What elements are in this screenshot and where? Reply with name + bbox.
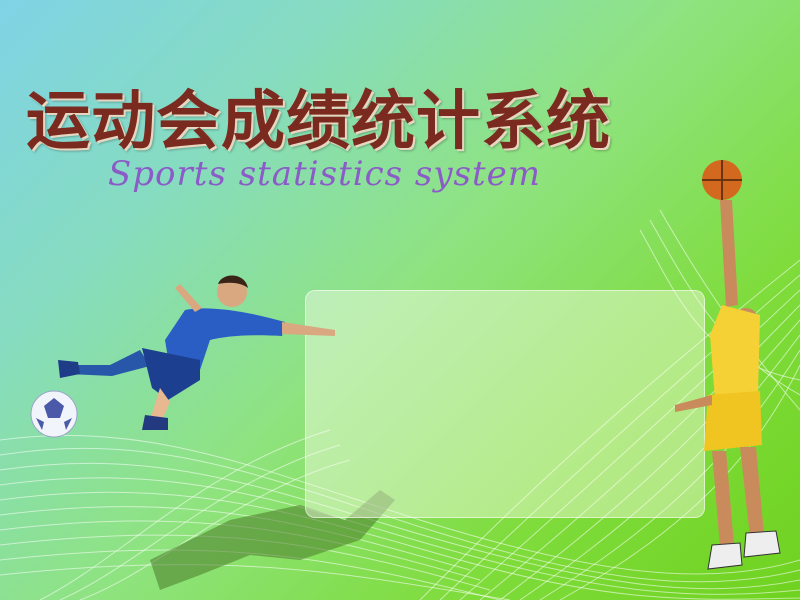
app-title: 运动会成绩统计系统 [26,85,611,159]
soccer-ball-icon [30,390,78,438]
basketball-player-icon [675,160,781,570]
app-subtitle: Sports statistics system [108,154,542,194]
content-panel [305,290,705,518]
soccer-player-icon [58,275,335,430]
